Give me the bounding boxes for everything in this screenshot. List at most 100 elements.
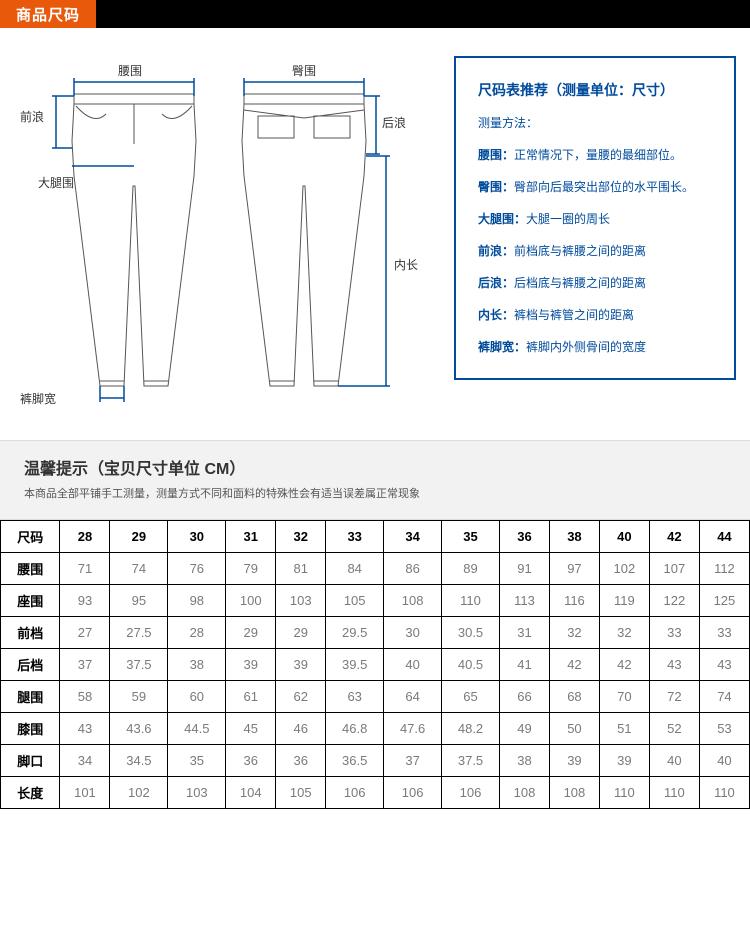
table-cell: 102 — [110, 777, 168, 809]
row-label: 座围 — [1, 585, 60, 617]
label-hip: 臀围 — [292, 62, 316, 79]
recommend-item: 内长：裤档与裤管之间的距离 — [478, 306, 714, 324]
table-cell: 52 — [649, 713, 699, 745]
table-cell: 107 — [649, 553, 699, 585]
recommend-item-key: 裤脚宽： — [478, 340, 526, 354]
table-cell: 37 — [384, 745, 442, 777]
table-cell: 104 — [226, 777, 276, 809]
table-cell: 106 — [442, 777, 500, 809]
header-bar: 商品尺码 — [0, 0, 750, 28]
table-cell: 105 — [276, 777, 326, 809]
table-cell: 100 — [226, 585, 276, 617]
row-label: 后档 — [1, 649, 60, 681]
recommend-item-key: 臀围： — [478, 180, 514, 194]
table-cell: 38 — [168, 649, 226, 681]
table-cell: 39 — [226, 649, 276, 681]
recommend-item-value: 裤脚内外侧骨间的宽度 — [526, 340, 646, 354]
recommend-item: 后浪：后档底与裤腰之间的距离 — [478, 274, 714, 292]
table-cell: 122 — [649, 585, 699, 617]
table-cell: 108 — [499, 777, 549, 809]
table-cell: 43.6 — [110, 713, 168, 745]
table-cell: 49 — [499, 713, 549, 745]
label-thigh: 大腿围 — [38, 174, 74, 191]
table-cell: 32 — [549, 617, 599, 649]
table-cell: 39 — [599, 745, 649, 777]
table-cell: 37.5 — [442, 745, 500, 777]
row-label: 前档 — [1, 617, 60, 649]
table-cell: 105 — [326, 585, 384, 617]
recommend-item-key: 腰围： — [478, 148, 514, 162]
recommend-item-value: 大腿一圈的周长 — [526, 212, 610, 226]
row-label: 长度 — [1, 777, 60, 809]
tip-subtitle: 本商品全部平铺手工测量，测量方式不同和面料的特殊性会有适当误差属正常现象 — [24, 485, 726, 501]
size-header-cell: 32 — [276, 521, 326, 553]
table-row: 前档2727.528292929.53030.53132323333 — [1, 617, 750, 649]
table-cell: 125 — [699, 585, 749, 617]
table-cell: 110 — [442, 585, 500, 617]
size-header-cell: 38 — [549, 521, 599, 553]
recommend-item-key: 后浪： — [478, 276, 514, 290]
label-inseam: 内长 — [394, 256, 418, 273]
table-cell: 84 — [326, 553, 384, 585]
size-header-cell: 29 — [110, 521, 168, 553]
table-cell: 33 — [699, 617, 749, 649]
table-cell: 42 — [599, 649, 649, 681]
table-cell: 43 — [649, 649, 699, 681]
tip-title: 温馨提示（宝贝尺寸单位 CM） — [24, 455, 726, 479]
table-cell: 91 — [499, 553, 549, 585]
table-cell: 47.6 — [384, 713, 442, 745]
table-cell: 46.8 — [326, 713, 384, 745]
table-cell: 40.5 — [442, 649, 500, 681]
table-cell: 64 — [384, 681, 442, 713]
table-cell: 101 — [60, 777, 110, 809]
recommend-item-value: 裤档与裤管之间的距离 — [514, 308, 634, 322]
table-cell: 110 — [599, 777, 649, 809]
table-cell: 119 — [599, 585, 649, 617]
table-cell: 40 — [649, 745, 699, 777]
size-header-cell: 31 — [226, 521, 276, 553]
label-waist: 腰围 — [118, 62, 142, 79]
table-cell: 36.5 — [326, 745, 384, 777]
table-cell: 28 — [168, 617, 226, 649]
table-cell: 62 — [276, 681, 326, 713]
table-cell: 40 — [699, 745, 749, 777]
size-header-cell: 42 — [649, 521, 699, 553]
table-cell: 44.5 — [168, 713, 226, 745]
table-cell: 93 — [60, 585, 110, 617]
table-cell: 48.2 — [442, 713, 500, 745]
table-cell: 98 — [168, 585, 226, 617]
table-cell: 31 — [499, 617, 549, 649]
size-header-cell: 36 — [499, 521, 549, 553]
recommend-item: 裤脚宽：裤脚内外侧骨间的宽度 — [478, 338, 714, 356]
table-cell: 72 — [649, 681, 699, 713]
recommend-method-label: 测量方法： — [478, 114, 714, 132]
size-table: 尺码28293031323334353638404244 腰围717476798… — [0, 520, 750, 809]
table-cell: 34 — [60, 745, 110, 777]
table-cell: 36 — [226, 745, 276, 777]
table-cell: 43 — [60, 713, 110, 745]
size-header-cell: 44 — [699, 521, 749, 553]
table-cell: 89 — [442, 553, 500, 585]
table-cell: 30.5 — [442, 617, 500, 649]
table-row: 腰围71747679818486899197102107112 — [1, 553, 750, 585]
table-cell: 32 — [599, 617, 649, 649]
recommend-item-key: 大腿围： — [478, 212, 526, 226]
table-cell: 36 — [276, 745, 326, 777]
size-header-cell: 34 — [384, 521, 442, 553]
table-cell: 102 — [599, 553, 649, 585]
table-cell: 65 — [442, 681, 500, 713]
table-cell: 95 — [110, 585, 168, 617]
label-hem: 裤脚宽 — [20, 390, 56, 407]
size-header-cell: 33 — [326, 521, 384, 553]
table-cell: 108 — [384, 585, 442, 617]
recommend-item: 前浪：前档底与裤腰之间的距离 — [478, 242, 714, 260]
table-cell: 50 — [549, 713, 599, 745]
table-row: 脚口3434.535363636.53737.53839394040 — [1, 745, 750, 777]
table-cell: 74 — [110, 553, 168, 585]
table-row: 膝围4343.644.5454646.847.648.24950515253 — [1, 713, 750, 745]
size-header-cell: 30 — [168, 521, 226, 553]
table-cell: 103 — [168, 777, 226, 809]
table-cell: 53 — [699, 713, 749, 745]
table-cell: 33 — [649, 617, 699, 649]
table-cell: 86 — [384, 553, 442, 585]
